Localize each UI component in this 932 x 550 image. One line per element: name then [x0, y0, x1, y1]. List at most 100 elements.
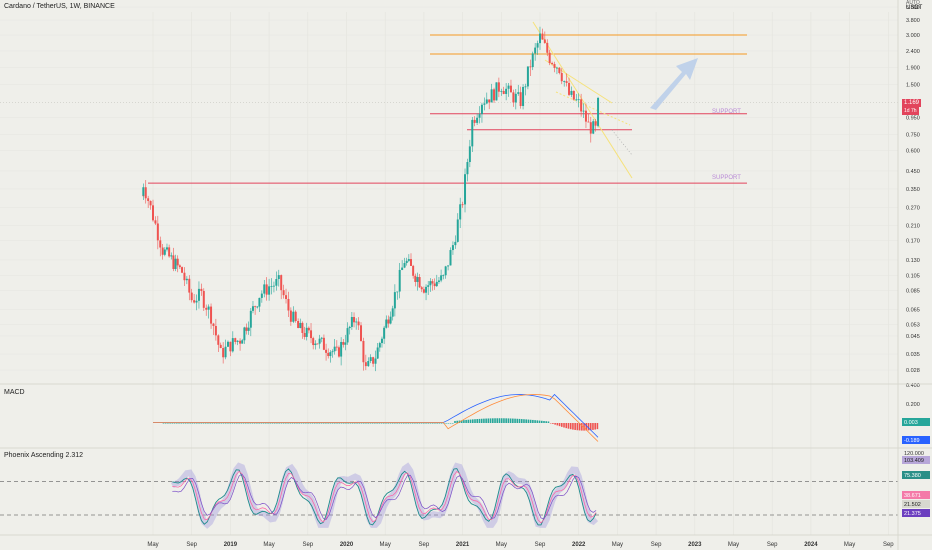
macd-histogram-bar [434, 423, 436, 424]
macd-tick-label: 0.400 [906, 383, 920, 389]
macd-histogram-bar [327, 423, 329, 424]
candle-body [512, 92, 515, 103]
candle-body [380, 338, 383, 344]
candle-body [478, 114, 481, 118]
support-label-lower: SUPPORT [712, 175, 741, 181]
phoenix-cloud [170, 462, 599, 529]
macd-histogram-bar [198, 423, 200, 424]
candle-body [407, 259, 410, 261]
currency-label: USDT [906, 5, 923, 11]
candle-body [493, 89, 496, 101]
x-tick-label: Sep [186, 542, 197, 548]
candle-body [251, 306, 254, 311]
macd-histogram-bar [258, 423, 260, 424]
macd-histogram-bar [400, 423, 403, 424]
candle-body [427, 285, 430, 287]
candle-body [412, 265, 415, 276]
candle-body [355, 321, 358, 323]
candle-body [254, 306, 257, 308]
candle-body [222, 348, 225, 358]
macd-histogram-bar [320, 423, 323, 424]
macd-histogram-bar [178, 423, 180, 424]
candle-body [181, 267, 184, 273]
candle-body [483, 103, 486, 105]
y-tick-label: 0.750 [906, 132, 920, 138]
candle-body [575, 99, 578, 101]
macd-histogram-bar [523, 419, 525, 423]
candle-body [476, 117, 479, 123]
macd-histogram-bar [169, 423, 171, 424]
macd-histogram-bar [231, 423, 234, 424]
macd-histogram-bar [309, 423, 312, 424]
y-tick-label: 0.270 [906, 206, 920, 212]
macd-histogram-bar [342, 423, 345, 424]
macd-histogram-bar [532, 419, 534, 423]
candle-body [490, 89, 493, 103]
macd-histogram-bar [173, 423, 176, 424]
macd-histogram-bar [247, 423, 249, 424]
macd-histogram-bar [538, 420, 541, 423]
candle-body [473, 119, 476, 123]
x-tick-label: 2020 [340, 542, 354, 548]
auto-toggle[interactable]: AUTO [906, 0, 920, 6]
x-tick-label: 2024 [804, 542, 818, 548]
macd-histogram-bar [463, 420, 465, 423]
signal-value-text: -0.189 [904, 438, 920, 444]
candle-body [563, 81, 566, 82]
candle-body [314, 343, 317, 346]
candle-body [456, 219, 459, 242]
candle-body [243, 327, 246, 341]
macd-histogram-bar [296, 423, 298, 424]
macd-histogram-bar [467, 419, 470, 423]
candle-body [149, 200, 152, 206]
candle-body [440, 275, 443, 281]
y-tick-label: 0.210 [906, 224, 920, 230]
candle-body [193, 300, 196, 303]
candle-body [172, 255, 175, 270]
macd-histogram-bar [273, 423, 276, 424]
candle-body [247, 327, 250, 331]
candle-body [292, 311, 295, 322]
macd-histogram-bar [558, 423, 561, 427]
candle-body [346, 328, 349, 343]
candle-body [442, 275, 445, 277]
macd-histogram-bar [569, 423, 572, 430]
phoenix-value-tag [902, 500, 930, 508]
candle-body [597, 97, 600, 126]
candle-body [333, 346, 336, 352]
y-tick-label: 0.105 [906, 273, 920, 279]
phoenix-label: Phoenix Ascending 2.312 [4, 452, 84, 459]
candle-body [416, 277, 419, 282]
macd-histogram-bar [578, 423, 581, 431]
x-tick-label: 2023 [688, 542, 702, 548]
candle-body [256, 306, 259, 308]
candle-body [168, 247, 171, 257]
macd-histogram-bar [307, 423, 309, 424]
macd-histogram-bar [227, 423, 229, 424]
macd-histogram-bar [589, 423, 592, 431]
macd-histogram-bar [420, 423, 423, 424]
macd-histogram-bar [398, 423, 401, 424]
macd-histogram-bar [500, 418, 503, 423]
candle-body [322, 337, 325, 350]
macd-histogram-bar [503, 418, 505, 423]
candle-body [176, 258, 179, 266]
macd-histogram-bar [262, 423, 265, 424]
candle-body [190, 292, 193, 301]
macd-histogram-bar [204, 423, 207, 424]
macd-histogram-bar [345, 423, 347, 424]
macd-histogram-bar [507, 418, 510, 423]
x-tick-label: May [496, 542, 507, 548]
candle-body [200, 288, 203, 291]
phoenix-value-tag [902, 471, 930, 479]
macd-histogram-bar [318, 423, 321, 424]
macd-histogram-bar [480, 418, 483, 423]
candle-body [572, 90, 575, 100]
candle-body [239, 340, 242, 344]
candle-body [568, 82, 571, 95]
macd-tick-label: 0.200 [906, 402, 920, 408]
candle-body [207, 306, 210, 310]
macd-histogram-bar [378, 423, 381, 424]
